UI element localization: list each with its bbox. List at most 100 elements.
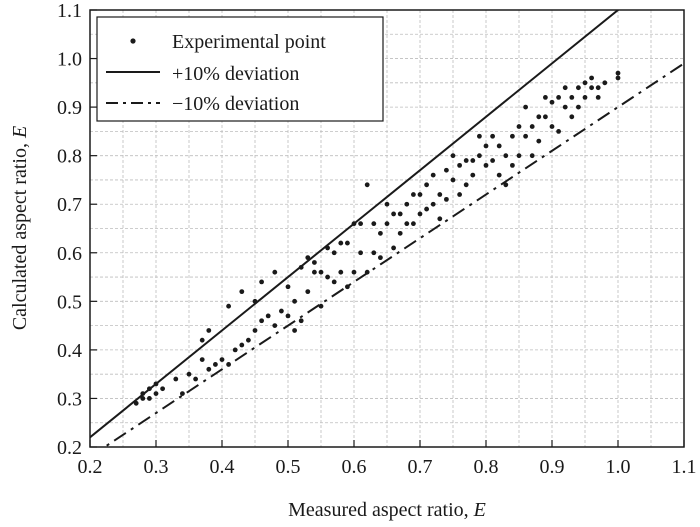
reference-lines bbox=[90, 10, 684, 447]
experimental-point bbox=[206, 366, 212, 372]
experimental-point bbox=[285, 284, 291, 290]
experimental-point bbox=[503, 153, 509, 159]
experimental-point bbox=[351, 269, 357, 275]
y-axis-label: Calculated aspect ratio, E bbox=[9, 126, 31, 330]
experimental-point bbox=[430, 172, 436, 178]
legend-label-experimental: Experimental point bbox=[172, 31, 326, 53]
experimental-point bbox=[477, 133, 482, 139]
experimental-point bbox=[331, 250, 337, 256]
experimental-point bbox=[272, 269, 278, 275]
experimental-point bbox=[450, 153, 456, 159]
experimental-point bbox=[483, 162, 489, 168]
experimental-point bbox=[490, 133, 495, 139]
experimental-point bbox=[569, 95, 575, 100]
experimental-point bbox=[496, 143, 502, 149]
experimental-point bbox=[496, 172, 502, 178]
experimental-point bbox=[338, 269, 344, 275]
experimental-point bbox=[444, 167, 449, 173]
experimental-point bbox=[529, 153, 535, 159]
experimental-point bbox=[199, 357, 205, 362]
legend-label-minus10: −10% deviation bbox=[172, 93, 299, 115]
experimental-point bbox=[417, 192, 423, 197]
experimental-point bbox=[226, 362, 232, 367]
experimental-point bbox=[325, 274, 330, 280]
experimental-point bbox=[595, 85, 601, 91]
experimental-point bbox=[153, 381, 159, 387]
experimental-point bbox=[556, 128, 561, 134]
experimental-point bbox=[378, 255, 383, 261]
experimental-point bbox=[615, 75, 621, 81]
experimental-point bbox=[345, 240, 350, 246]
experimental-point bbox=[411, 192, 416, 197]
legend-label-plus10: +10% deviation bbox=[172, 63, 299, 85]
y-tick-label: 1.0 bbox=[57, 49, 82, 71]
experimental-point bbox=[562, 85, 568, 91]
experimental-point bbox=[325, 245, 330, 251]
experimental-point bbox=[483, 143, 489, 149]
x-tick-label: 0.2 bbox=[78, 456, 103, 478]
y-tick-label: 0.5 bbox=[57, 291, 82, 313]
experimental-point bbox=[279, 308, 284, 314]
experimental-point bbox=[463, 158, 469, 163]
experimental-point bbox=[602, 80, 608, 86]
experimental-point bbox=[516, 153, 522, 159]
experimental-point bbox=[582, 80, 588, 86]
experimental-point bbox=[206, 328, 212, 333]
experimental-point bbox=[318, 303, 324, 309]
experimental-point bbox=[391, 211, 396, 217]
experimental-point bbox=[457, 192, 462, 197]
x-axis-label: Measured aspect ratio, E bbox=[288, 499, 486, 521]
experimental-point bbox=[180, 391, 185, 396]
experimental-point bbox=[384, 221, 390, 227]
y-tick-label: 1.1 bbox=[57, 0, 82, 22]
experimental-point bbox=[285, 313, 291, 319]
experimental-point bbox=[358, 221, 363, 227]
experimental-point bbox=[371, 221, 377, 227]
experimental-point bbox=[364, 182, 370, 188]
y-tick-label: 0.2 bbox=[57, 437, 82, 459]
experimental-point bbox=[384, 201, 390, 207]
x-tick-labels: 0.2 0.3 0.4 0.5 0.6 0.7 0.8 0.9 1.0 1.1 bbox=[78, 456, 697, 478]
experimental-point bbox=[529, 124, 535, 129]
minus10-deviation-line bbox=[102, 62, 684, 447]
x-tick-label: 0.3 bbox=[144, 456, 169, 478]
experimental-point bbox=[417, 211, 423, 217]
experimental-point bbox=[312, 269, 317, 275]
experimental-point bbox=[503, 182, 509, 188]
y-tick-label: 0.8 bbox=[57, 146, 82, 168]
experimental-point bbox=[298, 318, 304, 324]
experimental-point bbox=[543, 95, 548, 100]
experimental-point bbox=[232, 347, 238, 353]
experimental-point bbox=[259, 318, 264, 324]
x-tick-label: 1.0 bbox=[606, 456, 631, 478]
experimental-point bbox=[358, 250, 363, 256]
legend: Experimental point +10% deviation −10% d… bbox=[96, 16, 384, 122]
experimental-point bbox=[173, 376, 179, 382]
experimental-point bbox=[239, 289, 245, 295]
x-tick-label: 0.4 bbox=[210, 456, 235, 478]
experimental-point bbox=[312, 260, 317, 265]
experimental-point bbox=[193, 376, 199, 382]
experimental-point bbox=[562, 104, 568, 110]
experimental-point bbox=[371, 250, 377, 256]
experimental-point bbox=[213, 362, 218, 367]
experimental-point bbox=[549, 124, 555, 129]
experimental-point bbox=[450, 177, 456, 183]
experimental-point bbox=[160, 386, 166, 392]
axis-ticks bbox=[89, 9, 685, 448]
experimental-point bbox=[305, 289, 311, 295]
experimental-point bbox=[589, 85, 594, 91]
experimental-point bbox=[140, 391, 146, 396]
experimental-point bbox=[259, 279, 264, 285]
plus10-deviation-line bbox=[90, 10, 620, 439]
experimental-point bbox=[470, 158, 476, 163]
experimental-point bbox=[378, 230, 383, 236]
experimental-point bbox=[199, 337, 205, 343]
experimental-point bbox=[345, 284, 350, 290]
experimental-point bbox=[246, 337, 251, 343]
y-tick-label: 0.6 bbox=[57, 243, 82, 265]
legend-marker-dot bbox=[130, 38, 136, 44]
experimental-point bbox=[516, 124, 522, 129]
experimental-point bbox=[510, 162, 515, 168]
data-points bbox=[133, 70, 621, 406]
